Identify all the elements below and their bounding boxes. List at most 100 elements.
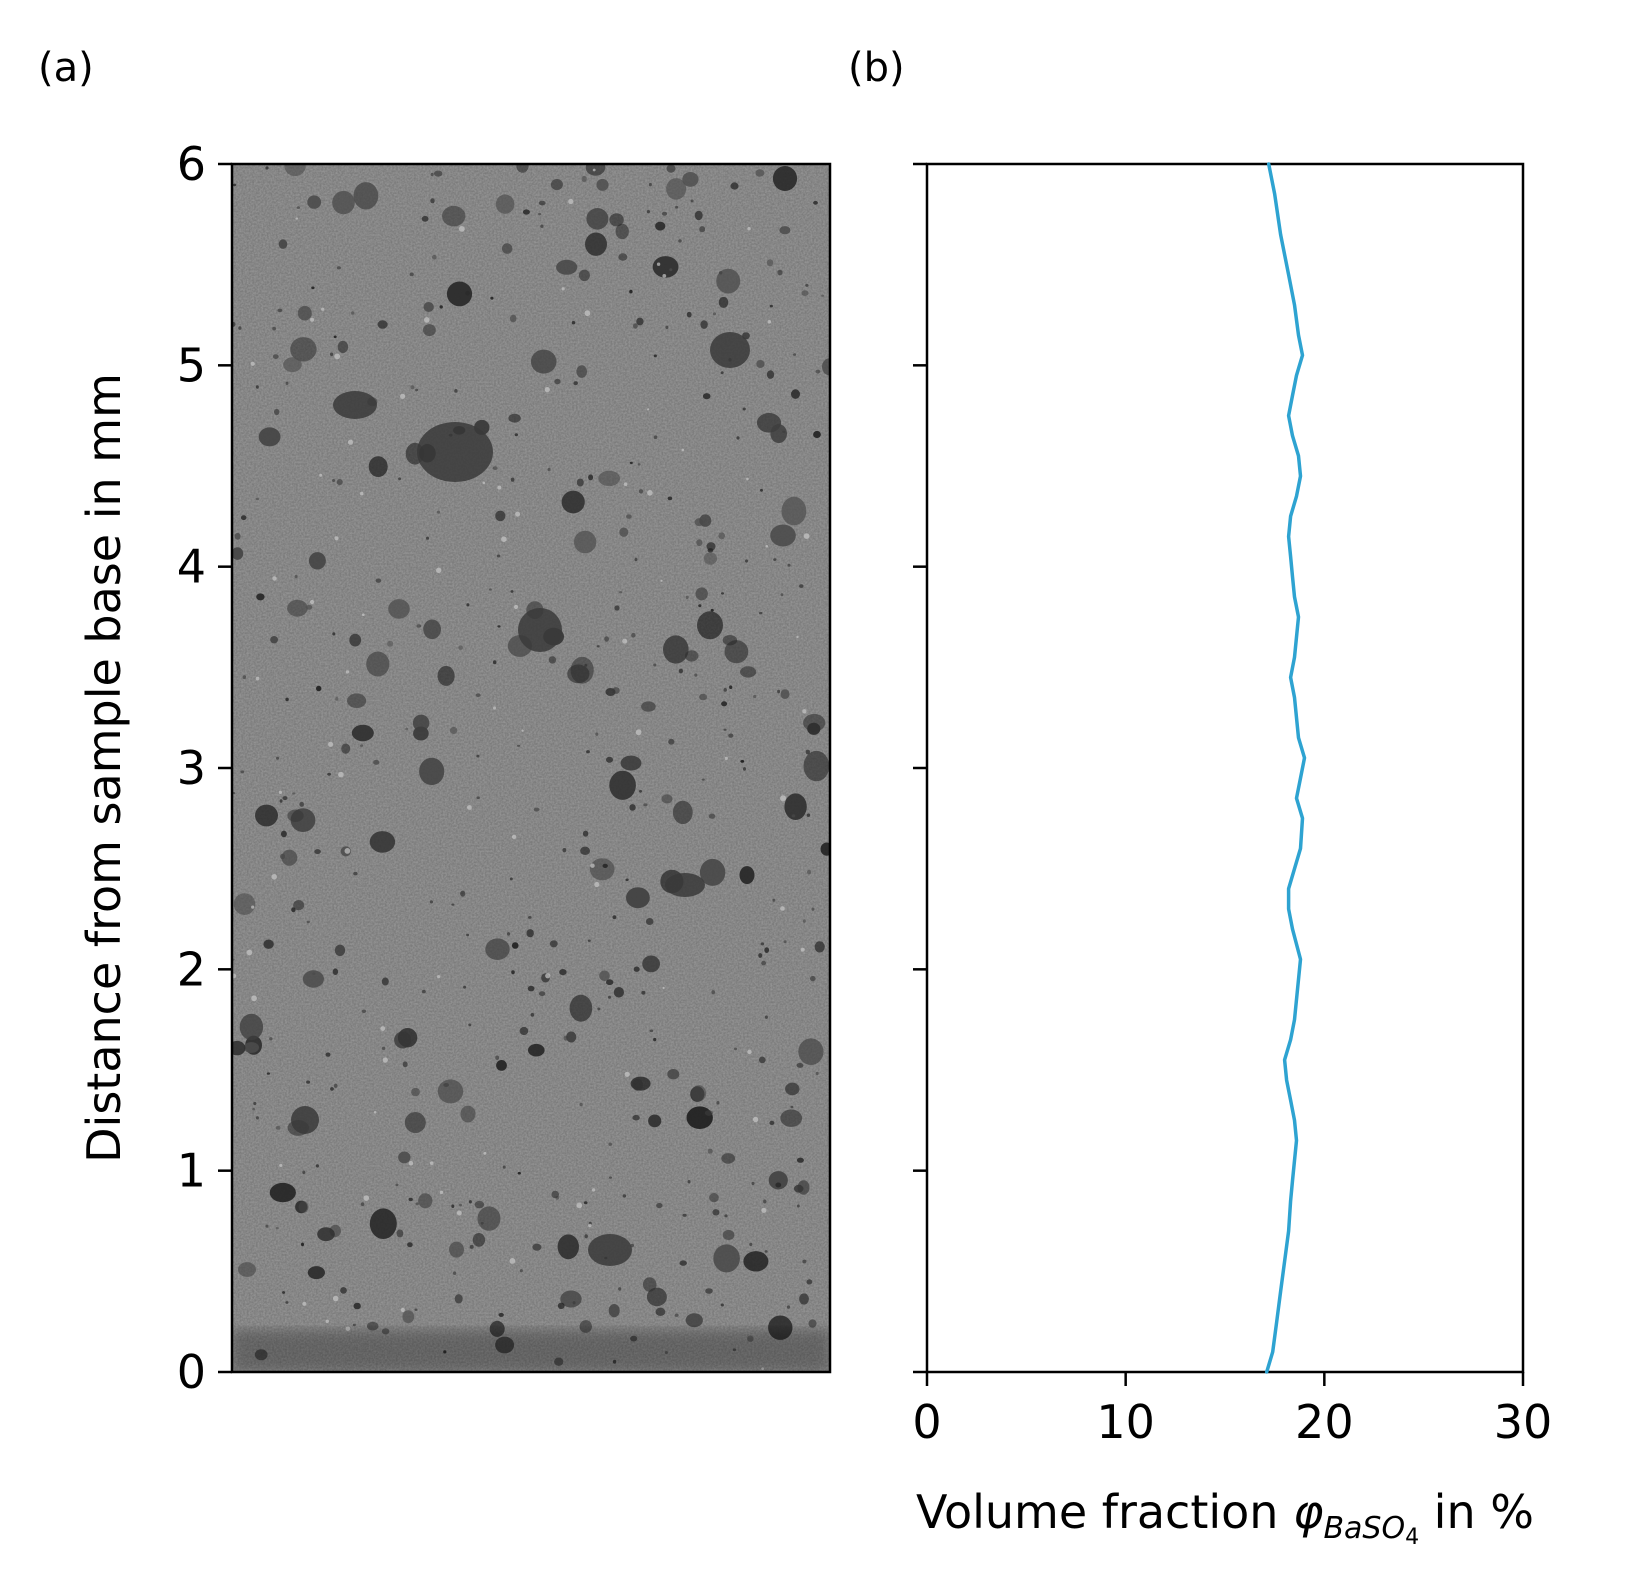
micrograph-pore [710, 608, 714, 612]
micrograph-pore [712, 1209, 720, 1216]
micrograph-pore [619, 527, 629, 537]
micrograph-pore [723, 728, 727, 731]
micrograph-pore [742, 407, 746, 411]
micrograph-pore [255, 385, 259, 389]
micrograph-pore [685, 650, 699, 662]
micrograph-pore [306, 1080, 311, 1084]
micrograph-pore [571, 321, 576, 325]
micrograph-pore [307, 195, 322, 209]
micrograph-pore [242, 675, 247, 680]
micrograph-pore [820, 842, 830, 856]
micrograph-pore [495, 1055, 500, 1061]
micrograph-pore [584, 1234, 588, 1239]
micrograph-speck [493, 706, 496, 710]
micrograph-pore [723, 688, 727, 692]
micrograph-pore [233, 183, 237, 187]
micrograph-pore [803, 714, 826, 732]
micrograph-pore [554, 378, 561, 385]
micrograph-pore [395, 1183, 399, 1187]
micrograph-pore [477, 1206, 501, 1231]
micrograph-pore [460, 890, 466, 897]
xlabel-suffix: in % [1419, 1485, 1534, 1539]
micrograph-pore [410, 385, 415, 390]
micrograph-large-pore [417, 422, 493, 482]
micrograph-pore [269, 1037, 273, 1041]
micrograph-pore [423, 619, 441, 640]
micrograph-pore [469, 1244, 474, 1249]
micrograph-pore [305, 604, 313, 610]
micrograph-pore [287, 599, 308, 617]
micrograph-pore [690, 199, 694, 203]
micrograph-pore [786, 1305, 791, 1309]
micrograph-pore [719, 271, 723, 275]
micrograph-pore [730, 182, 739, 190]
micrograph-pore [426, 536, 429, 540]
micrograph-pore [466, 933, 470, 937]
micrograph-pore [377, 320, 388, 329]
micrograph-pore [519, 1026, 529, 1036]
micrograph-pore [646, 210, 651, 214]
micrograph-pore [711, 990, 715, 995]
micrograph-pore [522, 209, 530, 215]
micrograph-pore [412, 714, 430, 732]
micrograph-pore [578, 269, 590, 281]
micrograph-pore [655, 221, 666, 231]
micrograph-pore [729, 685, 733, 689]
micrograph-pore [580, 846, 591, 855]
micrograph-pore [699, 693, 708, 701]
micrograph-pore [298, 1201, 309, 1213]
micrograph-pore [775, 1182, 782, 1188]
micrograph-pore [663, 635, 689, 664]
micrograph-pore [569, 994, 593, 1022]
micrograph-pore [764, 947, 770, 953]
micrograph-pore [234, 532, 241, 540]
micrograph-pore [779, 226, 791, 235]
micrograph-speck [544, 387, 550, 393]
micrograph-pore [614, 605, 620, 611]
micrograph-speck [635, 729, 642, 736]
micrograph-pore [701, 778, 705, 781]
micrograph-pore [576, 365, 587, 378]
micrograph-pore [769, 1120, 775, 1125]
micrograph-pore [586, 750, 590, 754]
micrograph-speck [588, 1223, 592, 1228]
micrograph-pore [585, 164, 606, 176]
micrograph-pore [243, 1042, 259, 1053]
micrograph-speck [302, 1301, 307, 1306]
micrograph-pore [291, 907, 296, 913]
micrograph-pore [573, 530, 597, 554]
micrograph-pore [496, 554, 501, 558]
micrograph-pore [793, 353, 797, 356]
micrograph-pore [373, 759, 380, 765]
micrograph-speck [408, 1160, 414, 1166]
micrograph-pore [724, 1214, 728, 1218]
micrograph-pore [557, 1302, 565, 1310]
micrograph-pore [561, 490, 585, 514]
micrograph-pore [527, 985, 535, 992]
micrograph-pore [691, 1085, 707, 1102]
micrograph-pore [697, 611, 723, 640]
micrograph-pore [560, 1290, 582, 1308]
micrograph-pore [421, 215, 429, 222]
micrograph-pore [535, 365, 539, 370]
micrograph-pore [550, 179, 563, 191]
micrograph-pore [638, 489, 644, 494]
micrograph-pore [272, 354, 279, 359]
micrograph-pore [556, 259, 578, 275]
panel-label-b: (b) [848, 45, 905, 91]
micrograph-pore [430, 172, 434, 177]
micrograph-pore [423, 302, 434, 312]
micrograph-speck [467, 805, 472, 810]
micrograph-pore [275, 1226, 279, 1230]
micrograph-pore [679, 1260, 687, 1266]
micrograph-pore [415, 1202, 419, 1206]
micrograph-pore [559, 969, 567, 976]
micrograph-speck [251, 995, 257, 1002]
micrograph-pore [282, 1291, 286, 1294]
micrograph-pore [439, 305, 443, 309]
micrograph-pore [736, 436, 740, 440]
micrograph-pore [579, 1102, 583, 1107]
micrograph-pore [402, 1310, 415, 1324]
panel-a-y-tick-label: 1 [177, 1144, 206, 1198]
micrograph-pore [255, 804, 278, 827]
